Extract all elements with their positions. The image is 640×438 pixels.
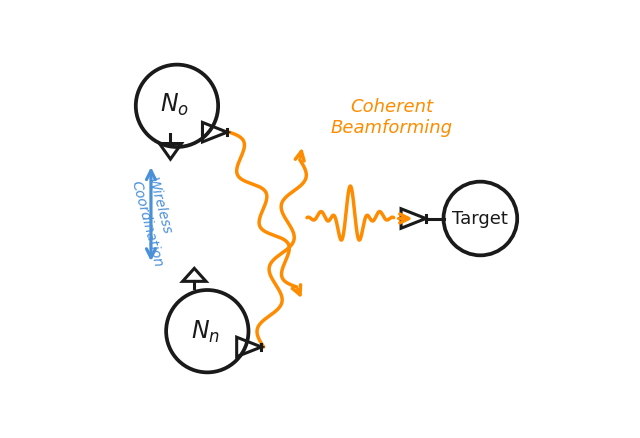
Text: $N_o$: $N_o$ [160,92,189,117]
Text: Target: Target [452,210,508,228]
Text: Coherent
Beamforming: Coherent Beamforming [330,98,452,137]
Text: $N_n$: $N_n$ [191,318,220,345]
Text: Coordination: Coordination [129,179,165,268]
Circle shape [166,290,248,373]
Circle shape [444,182,517,256]
Circle shape [136,65,218,148]
Text: Wireless: Wireless [145,176,173,236]
